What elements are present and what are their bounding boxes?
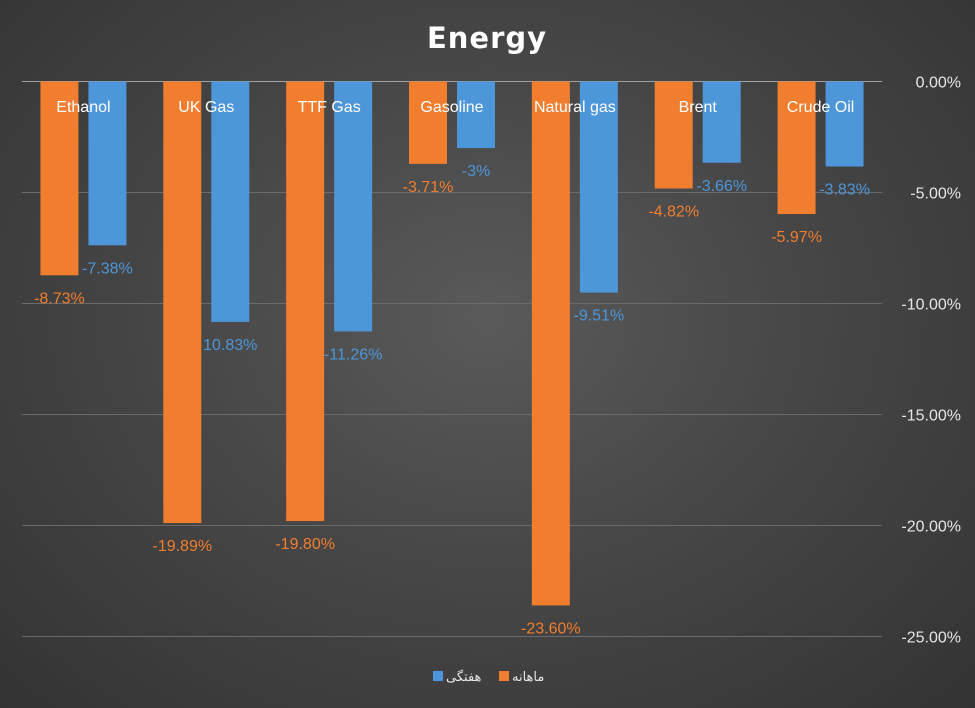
category-label: Natural gas	[534, 99, 616, 116]
data-label-weekly: -9.51%	[574, 308, 625, 325]
bars	[40, 81, 864, 606]
bar-monthly	[409, 81, 447, 164]
bar-weekly	[579, 81, 618, 293]
y-tick-label: -10.00%	[901, 297, 961, 314]
bar-monthly	[654, 81, 693, 189]
bar-weekly	[334, 81, 373, 332]
bar-weekly	[88, 81, 127, 246]
y-tick-label: -20.00%	[901, 519, 961, 536]
y-tick-label: -15.00%	[901, 408, 961, 425]
bar-monthly	[777, 81, 816, 215]
bar-weekly	[702, 81, 741, 163]
y-tick-label: 0.00%	[916, 75, 961, 92]
chart-title: Energy	[427, 21, 547, 55]
bar-monthly	[163, 81, 202, 524]
data-label-weekly: -7.38%	[82, 260, 133, 277]
category-label: Brent	[679, 99, 718, 116]
data-label-monthly: -3.71%	[403, 179, 454, 196]
data-label-monthly: -23.60%	[521, 620, 581, 637]
category-label: Ethanol	[56, 99, 110, 116]
bar-monthly	[40, 81, 79, 276]
y-tick-label: -25.00%	[901, 630, 961, 647]
bar-weekly	[457, 81, 495, 149]
data-label-monthly: -19.89%	[152, 538, 212, 555]
category-labels: Ethanol UK Gas TTF Gas Gasoline Natural gas B…	[56, 99, 854, 116]
y-tick-label: -5.00%	[910, 186, 961, 203]
data-labels: -8.73% -7.38% -19.89% 10.83% -19.80% -11.26% -…	[34, 163, 870, 637]
category-label: Crude Oil	[787, 99, 855, 116]
bar-weekly	[211, 81, 250, 322]
legend-label-weekly: هفتگی	[446, 669, 482, 685]
category-label: UK Gas	[178, 99, 234, 116]
data-label-monthly: -4.82%	[648, 204, 699, 221]
data-label-weekly: 10.83%	[203, 337, 257, 354]
data-label-weekly: -3%	[462, 163, 490, 180]
legend-swatch-weekly	[433, 671, 443, 681]
bar-monthly	[286, 81, 325, 522]
data-label-monthly: -8.73%	[34, 290, 85, 307]
category-label: Gasoline	[420, 99, 483, 116]
legend-label-monthly: ماهانه	[512, 670, 544, 685]
data-label-weekly: -3.66%	[696, 178, 747, 195]
data-label-weekly: -3.83%	[819, 182, 870, 199]
gridlines	[22, 81, 882, 637]
bar-monthly	[531, 81, 570, 606]
data-label-monthly: -19.80%	[275, 536, 335, 553]
data-label-monthly: -5.97%	[771, 229, 822, 246]
y-axis-ticks: 0.00% -5.00% -10.00% -15.00% -20.00% -25.00%	[901, 75, 961, 647]
legend-swatch-monthly	[499, 671, 509, 681]
legend: هفتگی ماهانه	[433, 669, 544, 685]
category-label: TTF Gas	[298, 99, 361, 116]
bar-weekly	[825, 81, 864, 167]
data-label-weekly: -11.26%	[324, 346, 382, 363]
